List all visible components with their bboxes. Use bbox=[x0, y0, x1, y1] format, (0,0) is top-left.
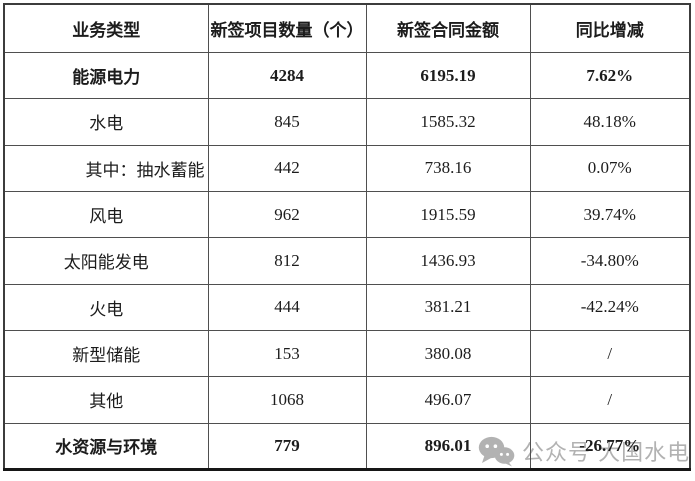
project-count-cell: 1068 bbox=[207, 376, 367, 424]
table-row-water-resources-environment: 水资源与环境 779 896.01 -26.77% bbox=[3, 422, 691, 471]
yoy-cell: -42.24% bbox=[529, 283, 691, 331]
yoy-cell: 7.62% bbox=[529, 51, 691, 100]
table-row-hydropower: 水电 845 1585.32 48.18% bbox=[3, 98, 691, 146]
yoy-cell: 39.74% bbox=[529, 190, 691, 239]
contract-amount-cell: 381.21 bbox=[365, 283, 531, 331]
contract-amount-cell: 896.01 bbox=[365, 422, 531, 471]
project-count-cell: 779 bbox=[207, 422, 367, 471]
business-type-cell: 新型储能 bbox=[3, 329, 209, 378]
contract-amount-cell: 380.08 bbox=[365, 329, 531, 378]
project-count-cell: 444 bbox=[207, 283, 367, 331]
col-header-yoy-change: 同比增减 bbox=[529, 3, 691, 53]
business-type-cell: 风电 bbox=[3, 190, 209, 239]
table-row-pumped-storage: 其中：抽水蓄能 442 738.16 0.07% bbox=[3, 144, 691, 192]
business-type-cell: 其中：抽水蓄能 bbox=[3, 144, 209, 192]
contract-amount-cell: 1585.32 bbox=[365, 98, 531, 146]
project-count-cell: 845 bbox=[207, 98, 367, 146]
yoy-cell: 48.18% bbox=[529, 98, 691, 146]
business-type-cell: 太阳能发电 bbox=[3, 237, 209, 285]
project-count-cell: 442 bbox=[207, 144, 367, 192]
table-row-solar-power: 太阳能发电 812 1436.93 -34.80% bbox=[3, 237, 691, 285]
business-type-cell: 其他 bbox=[3, 376, 209, 424]
yoy-cell: / bbox=[529, 376, 691, 424]
new-contracts-table: 业务类型 新签项目数量（个） 新签合同金额 同比增减 能源电力 4284 619… bbox=[3, 3, 691, 471]
yoy-cell: -26.77% bbox=[529, 422, 691, 471]
project-count-cell: 962 bbox=[207, 190, 367, 239]
business-type-cell: 水资源与环境 bbox=[3, 422, 209, 471]
contract-amount-cell: 1436.93 bbox=[365, 237, 531, 285]
table-row-new-energy-storage: 新型储能 153 380.08 / bbox=[3, 329, 691, 378]
contract-amount-cell: 6195.19 bbox=[365, 51, 531, 100]
header-row: 业务类型 新签项目数量（个） 新签合同金额 同比增减 bbox=[3, 3, 691, 53]
contract-amount-cell: 1915.59 bbox=[365, 190, 531, 239]
yoy-cell: / bbox=[529, 329, 691, 378]
table-row-wind-power: 风电 962 1915.59 39.74% bbox=[3, 190, 691, 239]
col-header-contract-amount: 新签合同金额 bbox=[365, 3, 531, 53]
business-type-cell: 火电 bbox=[3, 283, 209, 331]
table-row-other: 其他 1068 496.07 / bbox=[3, 376, 691, 424]
contract-amount-cell: 738.16 bbox=[365, 144, 531, 192]
business-type-cell: 能源电力 bbox=[3, 51, 209, 100]
col-header-project-count: 新签项目数量（个） bbox=[207, 3, 367, 53]
table-row-energy-power: 能源电力 4284 6195.19 7.62% bbox=[3, 51, 691, 100]
table-row-thermal-power: 火电 444 381.21 -42.24% bbox=[3, 283, 691, 331]
project-count-cell: 812 bbox=[207, 237, 367, 285]
project-count-cell: 4284 bbox=[207, 51, 367, 100]
contract-amount-cell: 496.07 bbox=[365, 376, 531, 424]
col-header-business-type: 业务类型 bbox=[3, 3, 209, 53]
project-count-cell: 153 bbox=[207, 329, 367, 378]
yoy-cell: 0.07% bbox=[529, 144, 691, 192]
business-type-cell: 水电 bbox=[3, 98, 209, 146]
yoy-cell: -34.80% bbox=[529, 237, 691, 285]
